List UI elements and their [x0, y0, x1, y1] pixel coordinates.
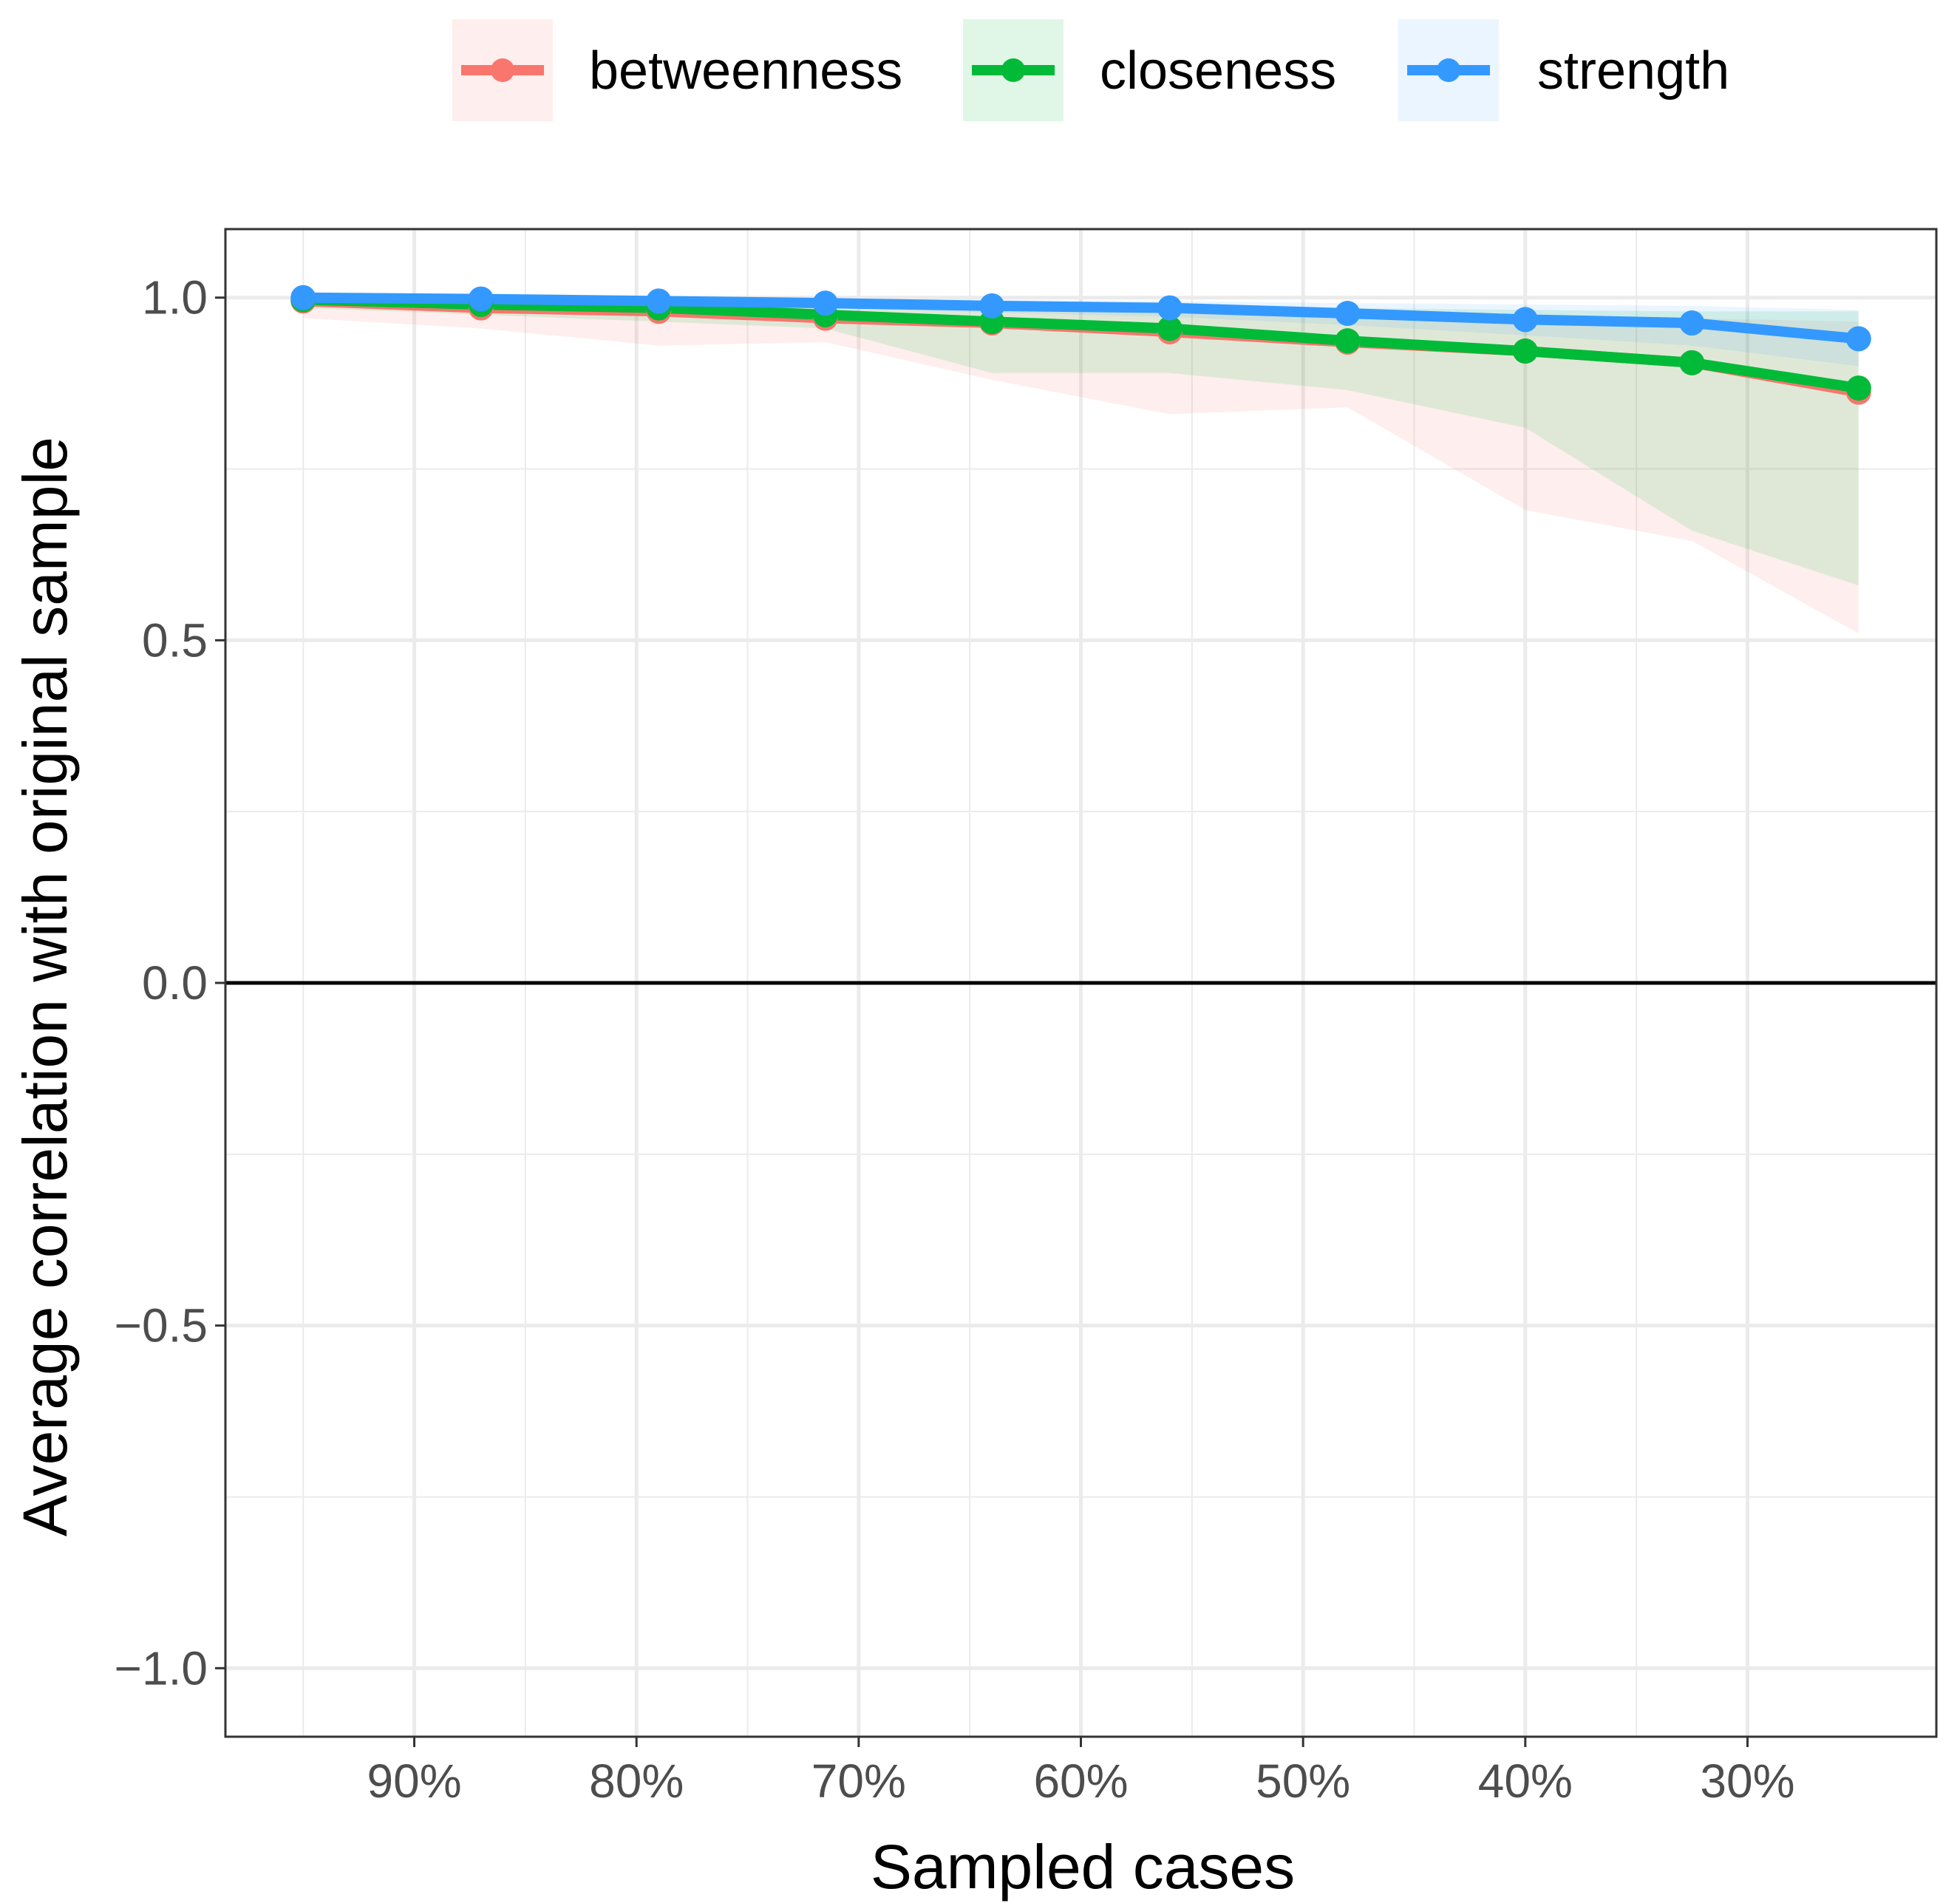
point-strength [290, 285, 316, 310]
y-axis-title: Average correlation with original sample [10, 437, 80, 1536]
y-tick-label: −0.5 [115, 1299, 208, 1352]
x-tick-label: 90% [367, 1754, 462, 1808]
point-closeness [1845, 375, 1871, 401]
y-axis-ticks: 1.0 0.5 0.0 −0.5 −1.0 [115, 271, 225, 1695]
x-tick-label: 80% [589, 1754, 684, 1808]
x-axis-title: Sampled cases [871, 1832, 1295, 1902]
legend-key-point-strength [1437, 58, 1460, 82]
legend-label-betweenness: betweenness [589, 41, 902, 101]
x-tick-label: 60% [1033, 1754, 1128, 1808]
point-strength [979, 293, 1005, 319]
point-strength [1335, 301, 1361, 327]
legend: betweenness closeness strength [452, 19, 1729, 121]
x-tick-label: 70% [811, 1754, 906, 1808]
point-strength [646, 288, 672, 314]
series-line-closeness [298, 294, 1864, 394]
point-strength [1512, 307, 1538, 333]
point-closeness [1157, 316, 1183, 341]
x-tick-label: 40% [1478, 1754, 1573, 1808]
legend-item-betweenness[interactable]: betweenness [452, 19, 902, 121]
series-line-strength [298, 292, 1864, 344]
point-strength [468, 286, 494, 312]
point-closeness [1512, 338, 1538, 364]
point-strength [812, 290, 838, 316]
series-lines [298, 292, 1864, 398]
band-betweenness [303, 297, 1859, 634]
x-axis-ticks: 90% 80% 70% 60% 50% 40% 30% [367, 1737, 1794, 1808]
series-points [290, 285, 1871, 405]
legend-item-closeness[interactable]: closeness [963, 19, 1336, 121]
point-strength [1845, 326, 1871, 352]
y-tick-label: 0.0 [142, 956, 208, 1010]
legend-key-point-closeness [1001, 58, 1025, 82]
legend-label-closeness: closeness [1100, 41, 1336, 101]
point-closeness [1679, 350, 1705, 375]
x-tick-label: 50% [1256, 1754, 1350, 1808]
band-closeness [303, 297, 1859, 586]
y-tick-label: 1.0 [142, 271, 208, 324]
legend-key-point-betweenness [491, 58, 514, 82]
point-closeness [1335, 328, 1361, 354]
point-strength [1157, 295, 1183, 321]
legend-label-strength: strength [1537, 41, 1729, 101]
point-strength [1679, 310, 1705, 336]
legend-item-strength[interactable]: strength [1398, 19, 1729, 121]
y-tick-label: −1.0 [115, 1641, 208, 1695]
y-tick-label: 0.5 [142, 613, 208, 667]
x-tick-label: 30% [1700, 1754, 1794, 1808]
